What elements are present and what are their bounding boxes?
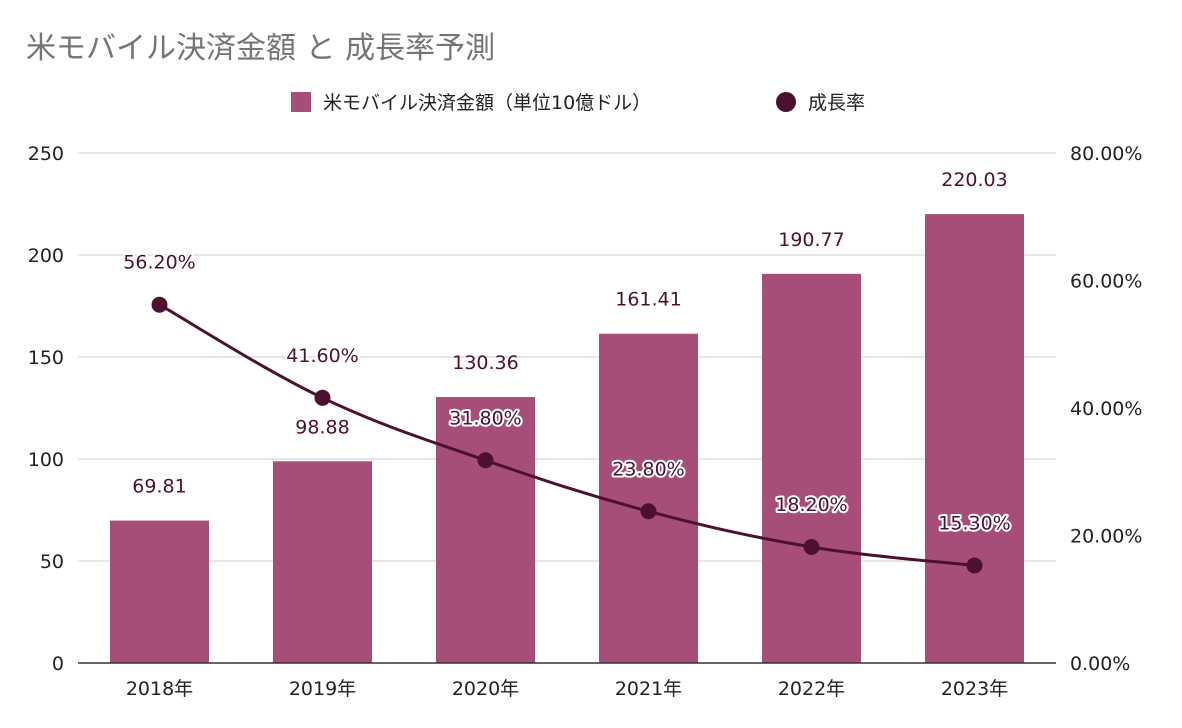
growth-data-label: 23.80%: [612, 458, 684, 480]
y-left-tick-label: 0: [52, 653, 64, 675]
x-tick-label: 2023年: [941, 678, 1008, 700]
legend-line-swatch: [776, 92, 796, 112]
y-right-tick-label: 60.00%: [1070, 271, 1142, 293]
bar: [273, 461, 372, 663]
x-tick-label: 2022年: [778, 678, 845, 700]
line-data-labels: 56.20% 41.60% 31.80% 23.80% 18.20% 15.30%: [121, 250, 1012, 537]
growth-point: [966, 557, 983, 574]
legend: 米モバイル決済金額（単位10億ドル） 成長率: [291, 92, 865, 114]
growth-data-label: 31.80%: [449, 407, 521, 429]
growth-data-label: 56.20%: [123, 252, 195, 274]
bar: [110, 520, 209, 663]
growth-data-label: 41.60%: [286, 345, 358, 367]
gridlines: [78, 152, 1056, 562]
bar: [762, 273, 861, 663]
x-tick-label: 2018年: [126, 678, 193, 700]
growth-data-label: 18.20%: [775, 494, 847, 516]
y-left-tick-label: 100: [28, 449, 64, 471]
bar: [925, 214, 1024, 663]
y-left-tick-label: 50: [40, 551, 64, 573]
chart-title: 米モバイル決済金額 と 成長率予測: [26, 31, 495, 66]
y-right-tick-label: 0.00%: [1070, 653, 1130, 675]
y-right-tick-label: 80.00%: [1070, 143, 1142, 165]
bar-data-labels: 69.81 98.88 130.36 161.41 190.77 220.03: [132, 169, 1007, 497]
bar-data-label: 220.03: [941, 169, 1007, 191]
x-tick-label: 2019年: [289, 678, 356, 700]
y-left-tick-label: 200: [28, 245, 64, 267]
bar-data-label: 98.88: [295, 416, 349, 438]
legend-bar-label: 米モバイル決済金額（単位10億ドル）: [323, 92, 651, 114]
x-tick-label: 2020年: [452, 678, 519, 700]
growth-point: [640, 503, 657, 520]
axes: 0 50 100 150 200 250 0.00% 20.00% 40.00% 60.00% 80…: [28, 143, 1143, 700]
bar-data-label: 69.81: [132, 476, 186, 498]
y-right-tick-label: 40.00%: [1070, 398, 1142, 420]
growth-line-path: [158, 303, 976, 567]
growth-data-label: 15.30%: [938, 512, 1010, 534]
bar: [436, 397, 535, 663]
bar-data-label: 190.77: [778, 229, 844, 251]
legend-bar-swatch: [291, 92, 311, 112]
x-tick-label: 2021年: [615, 678, 682, 700]
y-left-tick-label: 150: [28, 347, 64, 369]
growth-point: [477, 452, 494, 469]
y-right-tick-label: 20.00%: [1070, 526, 1142, 548]
growth-point: [803, 538, 820, 555]
legend-line-label: 成長率: [808, 92, 865, 114]
y-left-tick-label: 250: [28, 143, 64, 165]
bars: [110, 214, 1024, 663]
bar-data-label: 130.36: [452, 352, 518, 374]
bar-data-label: 161.41: [615, 289, 681, 311]
growth-point: [151, 296, 168, 313]
bar: [599, 333, 698, 663]
growth-line: [151, 296, 983, 574]
growth-point: [314, 389, 331, 406]
